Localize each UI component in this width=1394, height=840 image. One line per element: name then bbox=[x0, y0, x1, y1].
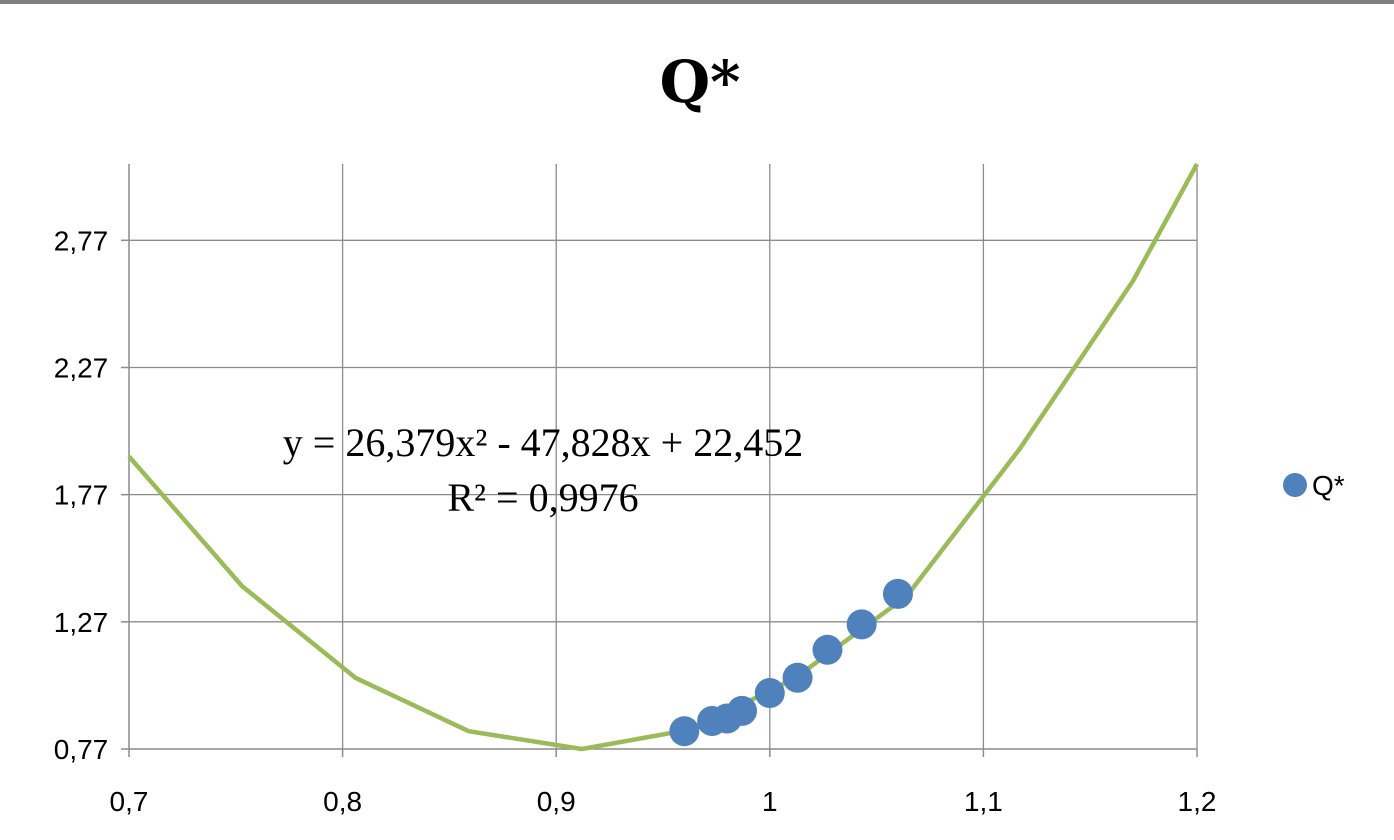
data-point bbox=[669, 716, 700, 747]
data-point bbox=[727, 695, 758, 726]
x-tick-label: 1,2 bbox=[1178, 786, 1217, 817]
tick-labels: 0,7 0,8 0,9 1 1,1 1,2 0,77 1,27 1,77 2,27 2,77 bbox=[54, 225, 1217, 817]
chart-svg: Q* 0,7 0,8 0,9 1 1,1 1,20,771,271,772,272,77 … bbox=[54, 48, 1345, 817]
data-point bbox=[754, 678, 785, 709]
x-tick-label: 1,1 bbox=[964, 786, 1003, 817]
x-tick-label: 0,8 bbox=[323, 786, 362, 817]
trendline-r-squared: R² = 0,9976 bbox=[447, 475, 638, 520]
y-tick-label: 1,27 bbox=[54, 607, 109, 638]
y-tick-label: 0,77 bbox=[54, 734, 109, 765]
y-tick-label: 2,77 bbox=[54, 225, 109, 256]
x-tick-label: 0,9 bbox=[537, 786, 576, 817]
x-tick-label: 1 bbox=[762, 786, 778, 817]
y-tick-label: 2,27 bbox=[54, 352, 109, 383]
y-tick-label: 1,77 bbox=[54, 480, 109, 511]
data-point bbox=[846, 609, 877, 640]
data-points bbox=[669, 578, 913, 747]
grid-lines bbox=[129, 164, 1198, 749]
trendline-equation: y = 26,379x² - 47,828x + 22,452 bbox=[283, 420, 803, 465]
data-point bbox=[882, 578, 913, 609]
chart-title: Q* bbox=[660, 48, 741, 116]
data-point bbox=[812, 634, 843, 665]
data-point bbox=[782, 662, 813, 693]
legend-label-q-star: Q* bbox=[1312, 470, 1345, 501]
legend-marker-q-star bbox=[1283, 473, 1307, 497]
x-tick-label: 0,7 bbox=[110, 786, 149, 817]
legend: Q* bbox=[1283, 470, 1345, 501]
